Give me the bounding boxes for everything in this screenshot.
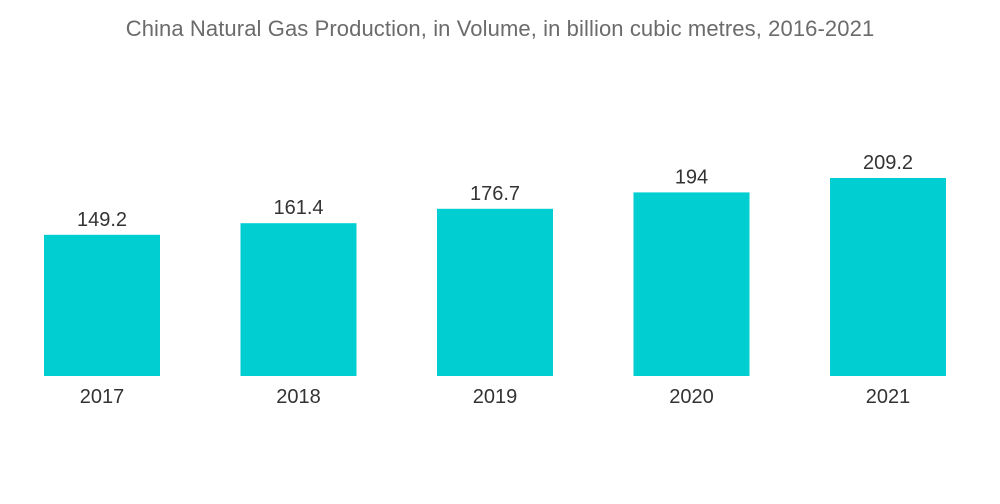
bar-2017	[44, 234, 160, 376]
x-tick-label-2021: 2021	[866, 386, 911, 408]
value-label-2017: 149.2	[77, 209, 127, 231]
chart-title: China Natural Gas Production, in Volume,…	[125, 16, 875, 41]
value-label-2018: 161.4	[273, 197, 323, 219]
bar-2020	[633, 192, 750, 376]
bar-2019	[437, 208, 553, 376]
bars-layer	[44, 178, 946, 376]
value-label-2019: 176.7	[470, 183, 520, 205]
bar-2018	[240, 223, 357, 376]
value-labels-layer: 149.2 161.4 176.7 194 209.2	[77, 152, 913, 231]
x-tick-label-2018: 2018	[276, 386, 321, 408]
value-label-2021: 209.2	[863, 152, 913, 174]
x-tick-label-2017: 2017	[80, 386, 125, 408]
bar-2021	[830, 178, 946, 376]
x-tick-label-2019: 2019	[473, 386, 518, 408]
tick-labels-layer: 2017 2018 2019 2020 2021	[80, 386, 911, 408]
x-tick-label-2020: 2020	[669, 386, 714, 408]
value-label-2020: 194	[675, 166, 708, 188]
